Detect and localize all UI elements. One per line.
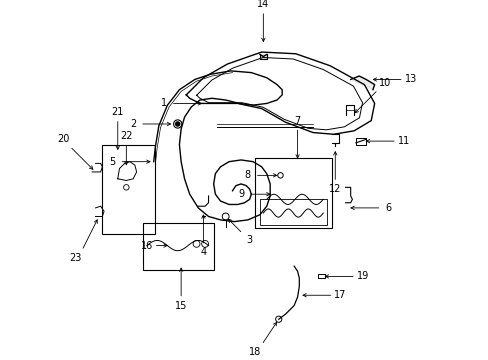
Text: 15: 15 [175, 301, 187, 311]
Text: 17: 17 [333, 290, 346, 300]
Text: 10: 10 [378, 78, 390, 88]
Text: 21: 21 [111, 107, 123, 117]
Polygon shape [350, 76, 374, 90]
Text: 4: 4 [200, 247, 206, 257]
Text: 12: 12 [328, 184, 341, 194]
Text: 18: 18 [248, 347, 261, 357]
Text: 3: 3 [246, 235, 252, 246]
Text: 16: 16 [141, 240, 153, 251]
Text: 5: 5 [109, 157, 116, 167]
Text: 2: 2 [130, 119, 136, 129]
Text: 6: 6 [385, 203, 390, 213]
Text: 7: 7 [294, 116, 300, 126]
Circle shape [175, 122, 180, 126]
Text: 9: 9 [238, 189, 244, 199]
Text: 14: 14 [257, 0, 269, 9]
Text: 23: 23 [69, 253, 81, 262]
Text: 11: 11 [397, 136, 409, 146]
Text: 20: 20 [57, 134, 69, 144]
Text: 1: 1 [161, 98, 167, 108]
Text: 13: 13 [404, 75, 416, 85]
Text: 22: 22 [120, 131, 132, 141]
Text: 19: 19 [356, 271, 368, 282]
Text: 8: 8 [244, 170, 250, 180]
